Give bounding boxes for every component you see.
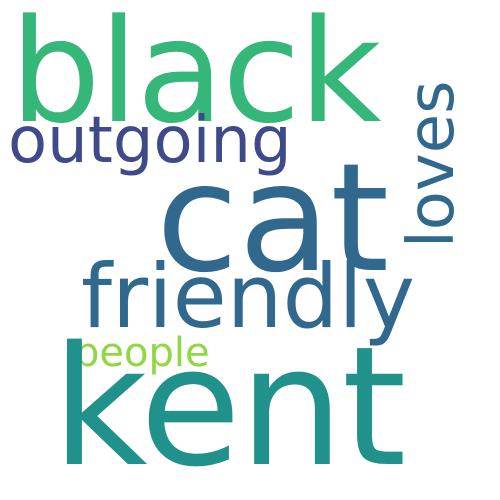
word-black: black: [10, 0, 382, 155]
word-friendly: friendly: [81, 245, 415, 348]
word-loves: loves: [395, 80, 469, 248]
word-outgoing: outgoing: [8, 104, 292, 178]
word-kent: kent: [52, 311, 406, 500]
word-people: people: [74, 330, 210, 376]
word-cat: cat: [156, 132, 390, 306]
